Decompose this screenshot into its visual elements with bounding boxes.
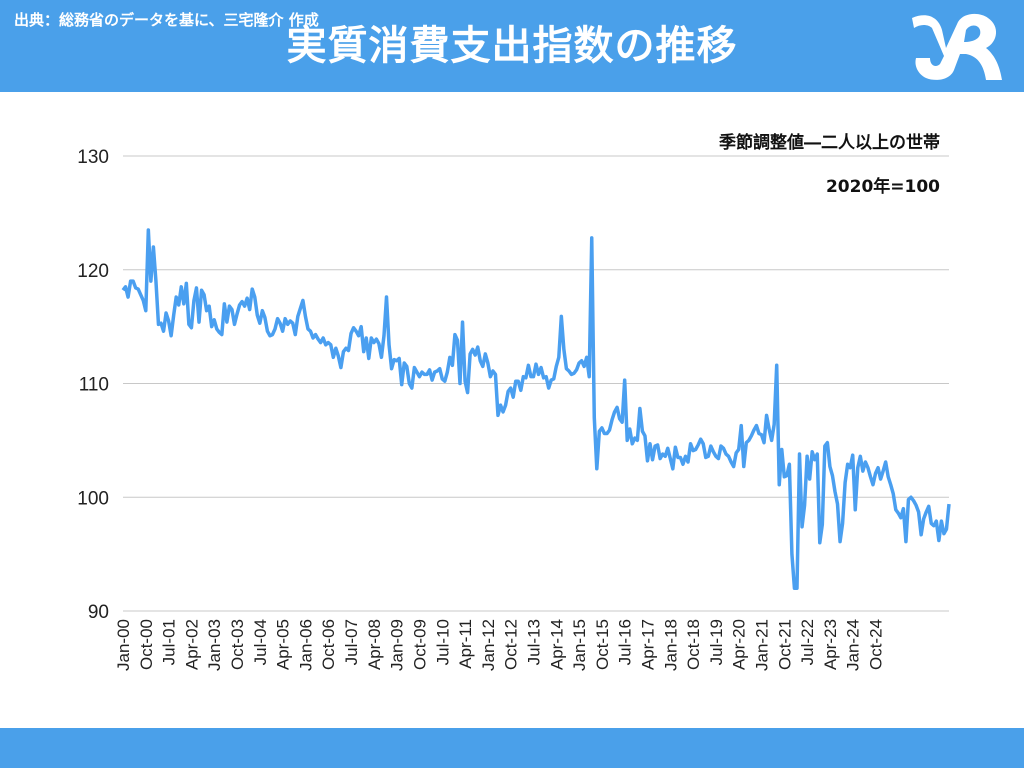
- x-tick-label: Jan-00: [114, 619, 133, 671]
- x-tick-label: Jul-13: [524, 619, 543, 665]
- x-tick-label: Apr-14: [547, 619, 566, 670]
- x-tick-label: Jul-22: [798, 619, 817, 665]
- x-tick-label: Oct-09: [410, 619, 429, 670]
- x-tick-label: Apr-23: [821, 619, 840, 670]
- x-tick-label: Apr-11: [456, 619, 475, 669]
- x-tick-label: Apr-05: [274, 619, 293, 670]
- y-tick-label: 130: [77, 147, 109, 168]
- x-tick-label: Jul-16: [616, 619, 635, 665]
- x-tick-label: Apr-20: [730, 619, 749, 670]
- x-tick-label: Jan-15: [570, 619, 589, 671]
- x-tick-label: Oct-03: [228, 619, 247, 670]
- x-tick-label: Apr-08: [365, 619, 384, 670]
- x-tick-label: Jul-10: [433, 619, 452, 665]
- x-tick-label: Oct-24: [867, 619, 886, 670]
- x-tick-label: Jan-21: [753, 619, 772, 671]
- x-tick-label: Apr-17: [638, 619, 657, 670]
- x-tick-label: Jan-12: [479, 619, 498, 671]
- series-line: [121, 228, 951, 590]
- x-tick-label: Jan-03: [205, 619, 224, 671]
- x-tick-label: Jan-18: [661, 619, 680, 671]
- x-tick-label: Oct-15: [593, 619, 612, 670]
- x-tick-label: Jul-01: [160, 619, 179, 665]
- x-tick-label: Jul-19: [707, 619, 726, 665]
- y-tick-label: 120: [77, 261, 109, 282]
- footer-bar: [0, 728, 1024, 768]
- chart-area: 90 100 110 120 130 Jan-00 Oct-00 Jul-01 Apr-02 Ja…: [0, 92, 1024, 728]
- x-tick-label: Oct-00: [137, 619, 156, 670]
- x-tick-label: Jul-04: [251, 619, 270, 665]
- y-tick-label: 100: [77, 488, 109, 509]
- y-tick-label: 110: [79, 375, 109, 396]
- x-tick-label: Jan-09: [388, 619, 407, 671]
- x-tick-label: Apr-02: [182, 619, 201, 670]
- x-tick-label: Jan-24: [844, 619, 863, 671]
- chart-note-base-year: 2020年=100: [825, 177, 940, 197]
- x-tick-label: Jan-06: [296, 619, 315, 671]
- x-tick-label: Oct-06: [319, 619, 338, 670]
- mr-logo-icon: [912, 13, 1002, 80]
- header-bar: [0, 0, 1024, 92]
- footer-source: 出典：総務省のデータを基に、三宅隆介 作成: [14, 11, 319, 29]
- page-title: 実質消費支出指数の推移: [286, 23, 738, 69]
- x-tick-label: Oct-12: [502, 619, 521, 670]
- chart-note-seasonal: 季節調整値―二人以上の世帯: [719, 133, 940, 153]
- x-tick-label: Oct-21: [775, 619, 794, 670]
- x-tick-label: Jul-07: [342, 619, 361, 665]
- x-tick-label: Oct-18: [684, 619, 703, 670]
- y-tick-label: 90: [88, 602, 109, 623]
